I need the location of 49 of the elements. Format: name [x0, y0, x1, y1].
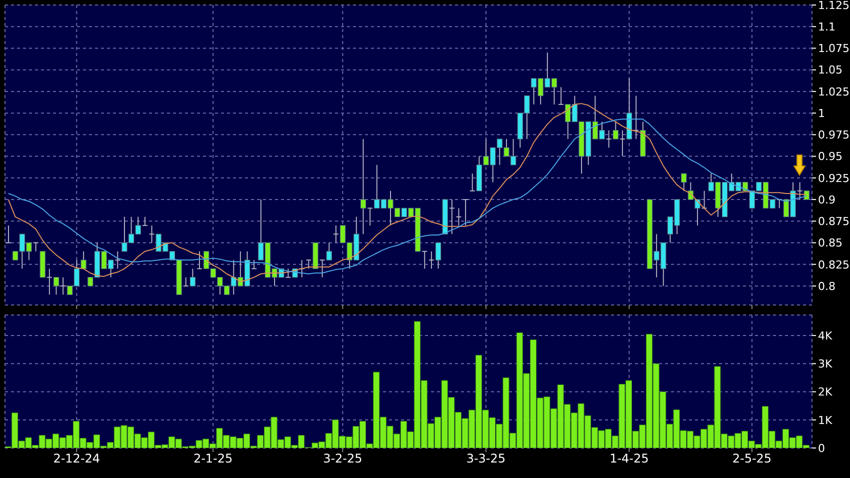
candlestick — [46, 268, 52, 296]
y-tick-label: 0.925 — [818, 172, 850, 185]
y-tick-label: 1.1 — [818, 20, 836, 34]
candlestick — [428, 250, 434, 270]
candlestick — [32, 242, 39, 252]
y-tick-label: 1K — [818, 414, 833, 427]
y-tick-label: 3K — [818, 358, 833, 371]
candlestick — [182, 276, 189, 286]
candlestick — [606, 130, 612, 148]
candlestick — [60, 276, 66, 296]
x-tick-label: 2-5-25 — [732, 452, 772, 466]
candlestick — [114, 250, 121, 270]
candlestick — [558, 86, 564, 105]
x-tick-label: 3-3-25 — [466, 452, 506, 466]
candlestick — [319, 260, 326, 278]
candlestick — [332, 224, 339, 244]
candlestick — [448, 199, 455, 235]
y-tick-label: 0.95 — [818, 150, 842, 164]
candlestick — [681, 173, 687, 192]
candlestick — [367, 208, 374, 226]
y-tick-label: 1.125 — [818, 0, 850, 12]
y-tick-label: 1.075 — [818, 42, 850, 56]
candlestick — [196, 250, 203, 270]
y-tick-label: 0.825 — [818, 258, 850, 272]
candlestick — [796, 182, 803, 200]
y-tick-label: 0 — [818, 442, 825, 455]
y-tick-label: 0.85 — [818, 236, 842, 250]
y-tick-label: 0.8 — [818, 280, 836, 293]
y-tick-label: 0.975 — [818, 128, 850, 142]
y-tick-label: 1.025 — [818, 85, 850, 98]
candlestick — [422, 250, 428, 270]
x-tick-label: 1-4-25 — [610, 452, 649, 466]
y-tick-label: 0.9 — [818, 193, 836, 206]
candlestick — [142, 216, 148, 226]
y-tick-label: 1.05 — [818, 64, 842, 77]
x-tick-label: 2-12-24 — [53, 452, 100, 466]
x-tick-label: 3-2-25 — [323, 452, 362, 466]
y-tick-label: 0.875 — [818, 215, 850, 228]
x-tick-label: 2-1-25 — [193, 452, 233, 466]
y-tick-label: 4K — [818, 329, 833, 342]
candlestick — [469, 173, 476, 192]
y-tick-label: 2K — [818, 386, 833, 399]
candlestick — [619, 130, 626, 157]
y-tick-label: 1 — [818, 106, 825, 120]
candlestick — [456, 208, 462, 226]
candlestick — [80, 250, 86, 270]
candlestick — [6, 224, 12, 244]
candlestick — [462, 199, 469, 226]
candlestick — [148, 224, 155, 244]
